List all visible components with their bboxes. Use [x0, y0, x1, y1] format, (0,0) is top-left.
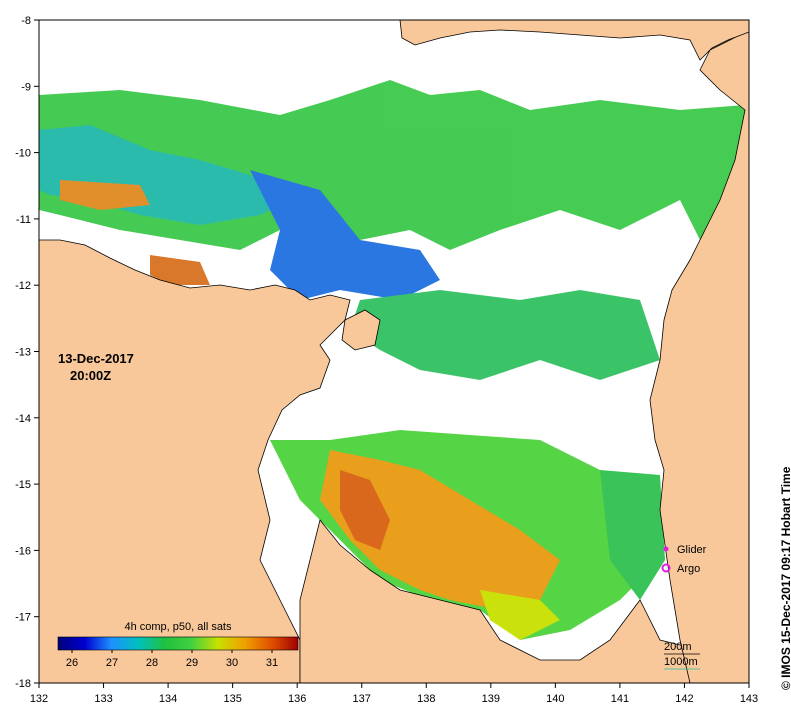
- sst-patch-hot-southwest: [340, 470, 390, 550]
- y-tick-label: -11: [16, 214, 31, 226]
- sst-patch-gulf-center: [350, 290, 660, 380]
- colorbar: 4h comp, p50, all sats 26 27 28 29 30 31: [57, 621, 299, 669]
- marker-legend: Glider Argo: [661, 544, 707, 575]
- y-tick-label: -8: [21, 15, 31, 27]
- contour-1000-label: 1000m: [664, 656, 698, 668]
- x-tick-label: 141: [611, 693, 629, 705]
- y-tick-label: -9: [21, 81, 31, 93]
- y-tick-label: -17: [15, 612, 31, 624]
- y-tick-label: -15: [15, 479, 31, 491]
- sst-patch-blue-center: [250, 170, 440, 300]
- colorbar-tick-label: 27: [106, 657, 118, 669]
- x-tick-label: 140: [546, 693, 564, 705]
- sst-patch-green-east: [600, 470, 665, 600]
- y-tick-label: -10: [15, 148, 31, 160]
- x-tick-label: 135: [223, 693, 241, 705]
- colorbar-tick-label: 26: [66, 657, 78, 669]
- sst-patch-warm-southwest: [320, 450, 560, 610]
- x-tick-label: 138: [417, 693, 435, 705]
- sst-patch-yellow-south: [480, 590, 560, 640]
- y-tick-label: -14: [15, 413, 31, 425]
- contour-200-label: 200m: [664, 641, 692, 653]
- land: [39, 20, 749, 683]
- y-tick-label: -12: [15, 280, 31, 292]
- colorbar-tick-label: 28: [146, 657, 158, 669]
- x-tick-label: 137: [353, 693, 371, 705]
- x-tick-label: 136: [288, 693, 306, 705]
- x-tick-label: 134: [159, 693, 177, 705]
- y-tick-label: -16: [15, 545, 31, 557]
- colorbar-tick-label: 31: [266, 657, 278, 669]
- sst-patches: [39, 80, 745, 640]
- sst-patch-orange-west: [150, 255, 210, 285]
- y-tick-label: -18: [15, 678, 31, 690]
- contour-legend: 200m 1000m: [664, 641, 700, 670]
- x-tick-label: 142: [675, 693, 693, 705]
- glider-marker-icon: [663, 546, 669, 552]
- date-label: 13-Dec-2017: [58, 351, 134, 366]
- map-plot-area: [39, 20, 749, 683]
- colorbar-bar: [57, 636, 299, 651]
- x-tick-label: 139: [482, 693, 500, 705]
- time-label: 20:00Z: [70, 368, 112, 383]
- x-tick-label: 143: [740, 693, 758, 705]
- glider-label: Glider: [677, 544, 707, 556]
- legend-title: 4h comp, p50, all sats: [124, 621, 232, 633]
- colorbar-tick-label: 29: [186, 657, 198, 669]
- y-axis: -8 -9 -10 -11 -12 -13 -14 -15 -16 -17 -18: [15, 15, 39, 690]
- colorbar-tick-label: 30: [226, 657, 238, 669]
- argo-marker-icon: [661, 563, 671, 573]
- colorbar-ticks: 26 27 28 29 30 31: [66, 650, 278, 669]
- x-tick-label: 133: [94, 693, 112, 705]
- x-tick-label: 132: [30, 693, 48, 705]
- land-island: [341, 309, 381, 351]
- y-tick-label: -13: [15, 347, 31, 359]
- sst-patch-orange-northwest: [60, 180, 150, 210]
- land-new-guinea: [399, 20, 749, 61]
- credit-text: © IMOS 15-Dec-2017 09:17 Hobart Time: [779, 466, 791, 690]
- argo-label: Argo: [677, 563, 700, 575]
- x-axis: 132 133 134 135 136 137 138 139 140 141 142 143: [30, 683, 758, 705]
- land-cape-york: [649, 20, 749, 683]
